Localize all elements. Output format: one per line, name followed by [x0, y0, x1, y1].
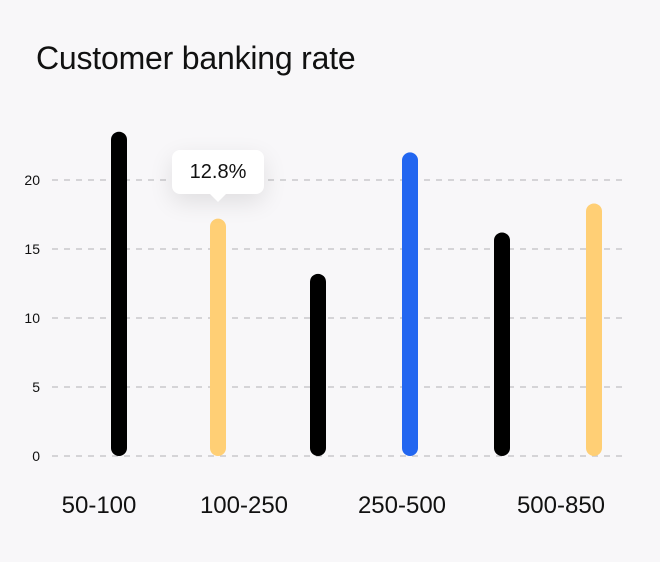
- bar: [111, 131, 127, 456]
- bar: [310, 273, 326, 456]
- chart-title: Customer banking rate: [36, 40, 356, 76]
- x-category-label: 250-500: [358, 492, 446, 519]
- bar: [402, 152, 418, 456]
- x-category-label: 100-250: [200, 492, 288, 519]
- y-tick-label: 5: [32, 379, 40, 395]
- y-tick-label: 10: [24, 310, 40, 326]
- bar: [586, 203, 602, 456]
- x-category-label: 500-850: [517, 492, 605, 519]
- bar: [210, 218, 226, 456]
- y-tick-label: 15: [24, 241, 40, 257]
- x-category-label: 50-100: [62, 492, 137, 519]
- bar: [494, 232, 510, 456]
- y-tick-label: 0: [32, 448, 40, 464]
- y-tick-label: 20: [24, 172, 40, 188]
- value-tooltip: 12.8%: [172, 150, 264, 202]
